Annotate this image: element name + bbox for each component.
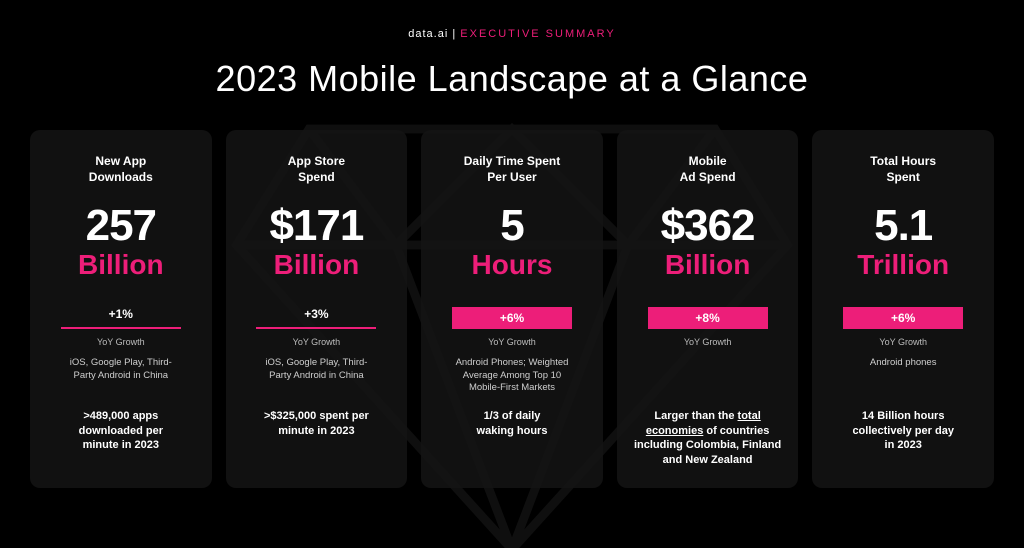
card-desc: Android Phones; Weighted Average Among T…: [456, 357, 569, 395]
stat-number: $171: [269, 204, 363, 248]
brand-label: data.ai: [408, 28, 448, 40]
growth-indicator: +6%: [826, 307, 980, 329]
stat-unit: Billion: [274, 250, 360, 281]
growth-indicator: +8%: [631, 307, 785, 329]
card-title: Mobile Ad Spend: [680, 152, 736, 186]
growth-pct: +3%: [304, 307, 328, 321]
stat-number: 257: [86, 204, 156, 248]
stat-unit: Trillion: [857, 250, 949, 281]
stat-unit: Hours: [472, 250, 553, 281]
card-callout: >489,000 apps downloaded per minute in 2…: [79, 409, 163, 454]
growth-bar: [256, 327, 376, 329]
card-new-app-downloads: New App Downloads 257 Billion +1% YoY Gr…: [30, 130, 212, 488]
growth-pct: +6%: [843, 307, 963, 329]
growth-indicator: +1%: [44, 307, 198, 329]
stat-cards-row: New App Downloads 257 Billion +1% YoY Gr…: [30, 130, 994, 488]
yoy-label: YoY Growth: [684, 337, 732, 347]
stat-number: 5: [500, 204, 523, 248]
card-mobile-ad-spend: Mobile Ad Spend $362 Billion +8% YoY Gro…: [617, 130, 799, 488]
eyebrow: data.ai | EXECUTIVE SUMMARY: [30, 28, 994, 40]
card-title: New App Downloads: [89, 152, 153, 186]
stat-unit: Billion: [665, 250, 751, 281]
growth-indicator: +6%: [435, 307, 589, 329]
card-title: App Store Spend: [288, 152, 345, 186]
card-total-hours-spent: Total Hours Spent 5.1 Trillion +6% YoY G…: [812, 130, 994, 488]
growth-pct: +6%: [452, 307, 572, 329]
yoy-label: YoY Growth: [488, 337, 536, 347]
yoy-label: YoY Growth: [879, 337, 927, 347]
card-desc: Android phones: [870, 357, 937, 395]
stat-unit: Billion: [78, 250, 164, 281]
section-label: EXECUTIVE SUMMARY: [460, 28, 615, 40]
yoy-label: YoY Growth: [293, 337, 341, 347]
card-callout: 1/3 of daily waking hours: [477, 409, 548, 439]
card-callout: >$325,000 spent per minute in 2023: [264, 409, 369, 439]
growth-bar: [61, 327, 181, 329]
card-title: Total Hours Spent: [870, 152, 936, 186]
yoy-label: YoY Growth: [97, 337, 145, 347]
growth-pct: +8%: [648, 307, 768, 329]
card-desc: iOS, Google Play, Third- Party Android i…: [70, 357, 172, 395]
card-desc: iOS, Google Play, Third- Party Android i…: [265, 357, 367, 395]
card-callout: 14 Billion hours collectively per day in…: [852, 409, 954, 454]
card-title: Daily Time Spent Per User: [464, 152, 560, 186]
card-daily-time-spent: Daily Time Spent Per User 5 Hours +6% Yo…: [421, 130, 603, 488]
card-app-store-spend: App Store Spend $171 Billion +3% YoY Gro…: [226, 130, 408, 488]
growth-indicator: +3%: [240, 307, 394, 329]
separator: |: [452, 28, 456, 40]
stat-number: $362: [661, 204, 755, 248]
stat-number: 5.1: [874, 204, 932, 248]
growth-pct: +1%: [109, 307, 133, 321]
card-callout: Larger than the total economies of count…: [631, 409, 785, 468]
page-title: 2023 Mobile Landscape at a Glance: [30, 58, 994, 100]
